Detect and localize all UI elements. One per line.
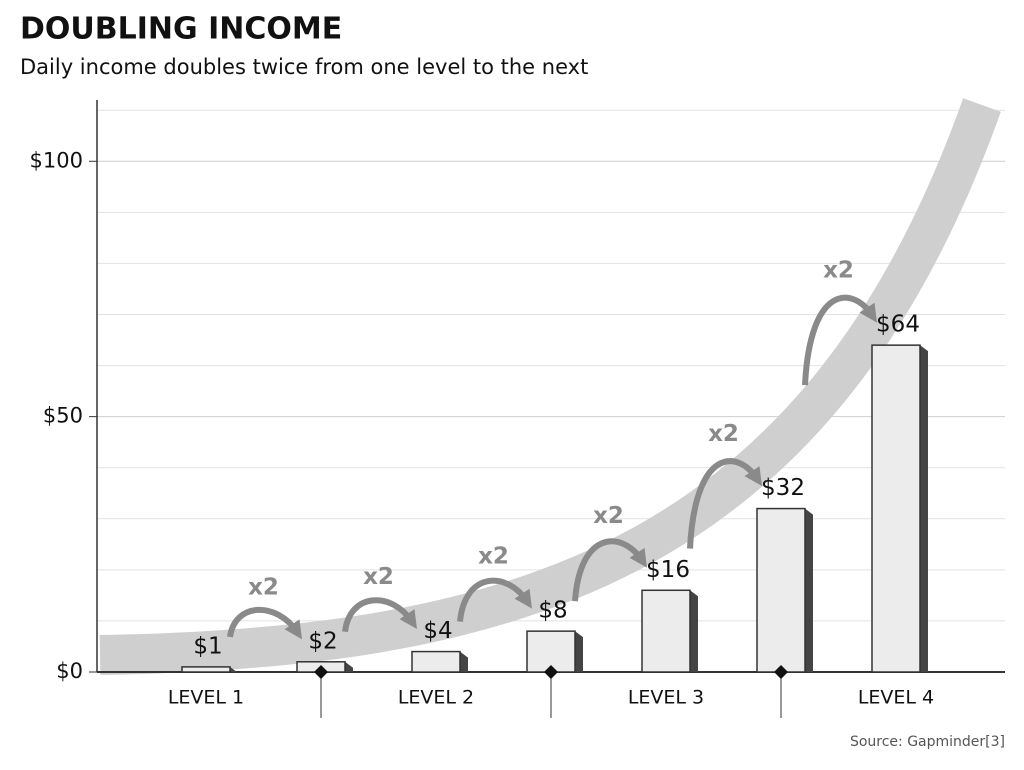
level-label: LEVEL 3 [628, 687, 704, 709]
value-label: $2 [308, 628, 337, 654]
multiplier-arrow [802, 294, 877, 386]
multiplier-label: x2 [823, 258, 854, 284]
value-label: $1 [193, 633, 222, 659]
level-label: LEVEL 1 [168, 687, 244, 709]
multiplier-label: x2 [478, 544, 509, 570]
level-marker [544, 665, 558, 679]
multiplier-arrow [687, 458, 762, 549]
multiplier-arrow [342, 597, 417, 633]
bar-side [230, 666, 238, 673]
chart-subtitle: Daily income doubles twice from one leve… [20, 55, 588, 79]
bar-side [460, 651, 468, 672]
trend-band [99, 98, 1001, 675]
multiplier-arrow [572, 538, 647, 602]
value-label: $64 [876, 312, 920, 338]
value-label: $8 [538, 598, 567, 624]
bar [411, 650, 461, 673]
multiplier-label: x2 [248, 574, 279, 600]
bar [181, 666, 231, 673]
level-marker [774, 665, 788, 679]
multiplier-arrow [457, 577, 532, 622]
value-label: $4 [423, 618, 452, 644]
bar-side [920, 345, 928, 672]
level-marker [314, 665, 328, 679]
chart-title: DOUBLING INCOME [20, 12, 342, 47]
y-tick-label: $100 [30, 148, 83, 172]
bar [756, 507, 806, 673]
bar-side [805, 508, 813, 672]
value-label: $16 [646, 557, 690, 583]
bar-side [345, 661, 353, 672]
multiplier-arrow [227, 606, 302, 640]
y-tick-label: $0 [56, 659, 83, 683]
level-label: LEVEL 4 [858, 687, 934, 709]
bar-side [575, 631, 583, 672]
bar [641, 589, 691, 673]
level-label: LEVEL 2 [398, 687, 474, 709]
bar [871, 344, 921, 673]
value-label: $32 [761, 475, 805, 501]
y-tick-label: $50 [43, 404, 83, 428]
multiplier-label: x2 [593, 503, 624, 529]
multiplier-label: x2 [363, 564, 394, 590]
bar-side [690, 590, 698, 672]
source: Source: Gapminder[3] [850, 734, 1005, 750]
multiplier-label: x2 [708, 421, 739, 447]
